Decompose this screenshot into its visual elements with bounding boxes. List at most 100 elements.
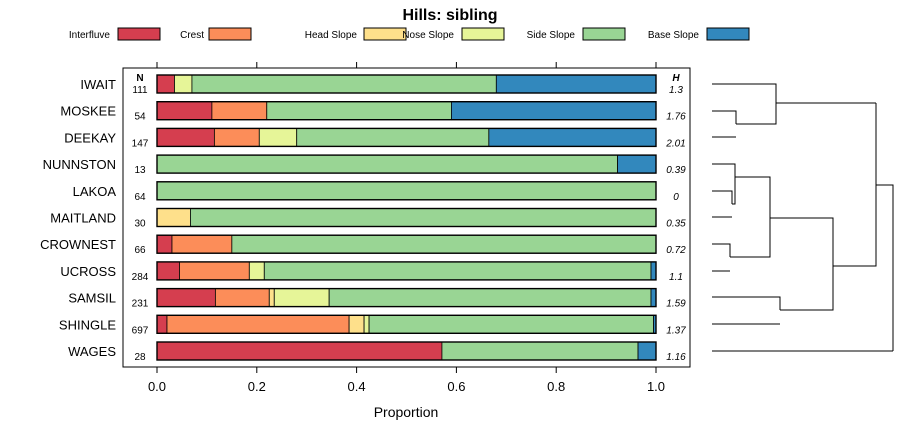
bar-segment-interfluve: [156, 234, 173, 254]
plot-panel: [122, 67, 691, 368]
bar-row: SHINGLE 697 1.37: [59, 314, 686, 336]
bar-rows: IWAIT 111 1.3 MOSKEE 54 1.76 DEEKAY 147 2.01 NUNN…: [40, 74, 686, 363]
n-column-header: N: [136, 73, 143, 84]
bar-segment-side-slope: [156, 154, 618, 174]
dendrogram: [712, 83, 894, 352]
bar-segment-crest: [214, 288, 270, 308]
bar-segment-base-slope: [650, 288, 657, 308]
bar-segment-nose-slope: [248, 261, 265, 281]
bar-outline: [156, 341, 657, 361]
legend-swatch-nose-slope: [461, 27, 505, 41]
bar-row: NUNNSTON 13 0.39: [43, 154, 686, 176]
bar-outline: [156, 154, 657, 174]
bar-segment-side-slope: [296, 127, 490, 147]
bar-segment-head-slope: [268, 288, 275, 308]
h-column-header: H: [672, 73, 680, 84]
h-value: 0.39: [666, 165, 686, 176]
n-value: 30: [134, 219, 146, 230]
bar-segment-interfluve: [156, 127, 215, 147]
bar-outline: [156, 287, 657, 308]
h-value: 1.3: [669, 85, 683, 96]
category-label: DEEKAY: [64, 130, 116, 145]
bar-row: IWAIT 111 1.3: [80, 74, 683, 96]
bar-segment-crest: [213, 127, 260, 147]
h-value: 1.76: [666, 112, 686, 123]
category-label: SHINGLE: [59, 317, 116, 332]
bar-outline: [156, 207, 657, 228]
h-value: 2.01: [665, 138, 685, 149]
x-axis: 0.0 0.2 0.4 0.6 0.8 1.0: [148, 62, 665, 394]
n-value: 231: [132, 299, 149, 310]
legend-label-crest: Crest: [180, 30, 204, 41]
bar-outline: [156, 74, 657, 94]
category-label: LAKOA: [73, 184, 117, 199]
bar-segment-crest: [211, 101, 268, 121]
legend-swatch-side-slope: [582, 27, 626, 41]
bar-segment-head-slope: [348, 314, 365, 334]
x-tick-label: 0.8: [547, 379, 565, 394]
chart-title: Hills: sibling: [402, 7, 497, 24]
n-value: 111: [132, 85, 148, 96]
h-value: 1.16: [666, 352, 686, 363]
bar-segment-base-slope: [488, 127, 657, 147]
bar-segment-base-slope: [650, 261, 657, 281]
x-tick-label: 0.6: [447, 379, 465, 394]
dendrogram-branch: [712, 163, 771, 218]
x-axis-label: Proportion: [374, 404, 439, 420]
bar-segment-crest: [179, 261, 250, 281]
x-tick-label: 0.2: [248, 379, 266, 394]
legend-label-side-slope: Side Slope: [527, 30, 576, 41]
bar-segment-interfluve: [156, 261, 180, 281]
legend-label-base-slope: Base Slope: [648, 30, 700, 41]
bar-row: WAGES 28 1.16: [68, 341, 686, 363]
bar-segment-interfluve: [156, 101, 213, 121]
n-value: 28: [134, 352, 146, 363]
bar-segment-side-slope: [328, 288, 652, 308]
legend: Interfluve Crest Head Slope Nose Slope Side …: [69, 27, 750, 41]
bar-segment-nose-slope: [273, 288, 330, 308]
bar-row: UCROSS 284 1.1: [60, 261, 683, 283]
n-value: 64: [134, 192, 146, 203]
legend-swatch-head-slope: [363, 27, 407, 41]
legend-label-nose-slope: Nose Slope: [402, 30, 454, 41]
legend-swatch-crest: [208, 27, 252, 41]
bar-segment-nose-slope: [258, 127, 298, 147]
legend-swatch-base-slope: [706, 27, 750, 41]
category-label: MOSKEE: [60, 104, 116, 119]
bar-segment-interfluve: [156, 288, 216, 308]
bar-row: DEEKAY 147 2.01: [64, 127, 686, 149]
bar-segment-side-slope: [156, 181, 657, 201]
bar-outline: [156, 100, 657, 121]
bar-row: CROWNEST 66 0.72: [40, 234, 686, 256]
bar-outline: [156, 234, 657, 254]
h-value: 0: [673, 192, 679, 203]
dendrogram-branch: [712, 217, 834, 272]
bar-segment-interfluve: [156, 74, 175, 94]
category-label: CROWNEST: [40, 237, 116, 252]
bar-segment-side-slope: [263, 261, 652, 281]
bar-segment-crest: [171, 234, 233, 254]
bar-segment-side-slope: [191, 74, 497, 94]
x-tick-label: 0.4: [348, 379, 366, 394]
bar-outline: [156, 261, 657, 281]
bar-segment-nose-slope: [363, 314, 370, 334]
bar-segment-interfluve: [156, 341, 443, 361]
n-value: 697: [132, 325, 149, 336]
h-value: 0.35: [666, 219, 686, 230]
legend-swatch-interfluve: [117, 27, 161, 41]
bar-segment-crest: [166, 314, 350, 334]
bar-outline: [156, 127, 657, 148]
category-label: MAITLAND: [50, 211, 116, 226]
bar-outline: [156, 314, 657, 334]
bar-segment-side-slope: [441, 341, 639, 361]
bar-segment-head-slope: [156, 208, 191, 227]
bar-segment-side-slope: [231, 234, 657, 254]
bar-segment-side-slope: [368, 314, 654, 334]
category-label: UCROSS: [60, 264, 116, 279]
n-value: 54: [134, 112, 146, 123]
h-value: 1.59: [666, 299, 686, 310]
bar-segment-side-slope: [266, 101, 452, 121]
category-label: WAGES: [68, 344, 116, 359]
category-label: NUNNSTON: [43, 157, 116, 172]
